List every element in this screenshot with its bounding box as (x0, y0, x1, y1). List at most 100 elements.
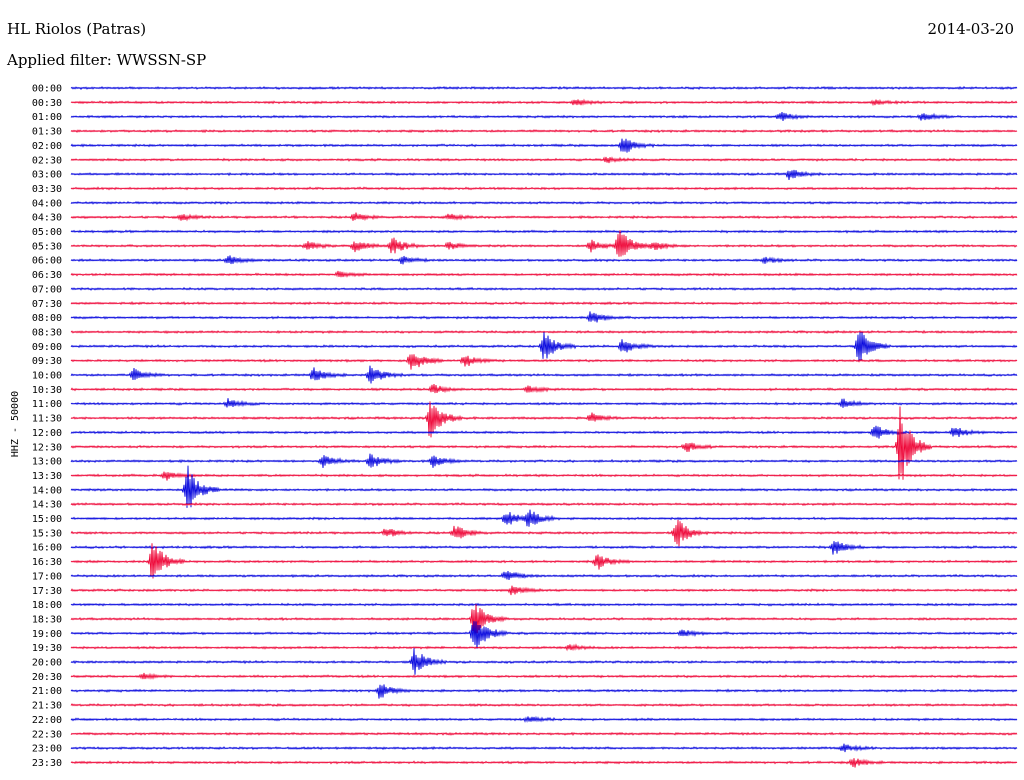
trace-group (70, 85, 1018, 768)
trace-line (70, 138, 1018, 153)
row-label: 10:30 (32, 385, 62, 396)
trace-line (70, 684, 1018, 699)
trace-line (70, 401, 1018, 438)
row-label: 04:30 (32, 213, 62, 224)
trace-line (70, 621, 1018, 649)
row-label: 23:00 (32, 744, 62, 755)
row-label: 20:30 (32, 672, 62, 683)
row-label: 12:00 (32, 428, 62, 439)
trace-line (70, 186, 1018, 191)
row-label: 23:30 (32, 758, 62, 769)
row-label: 15:00 (32, 514, 62, 525)
trace-line (70, 543, 1018, 579)
row-label: 05:30 (32, 241, 62, 252)
trace-line (70, 501, 1018, 507)
row-label: 03:00 (32, 170, 62, 181)
row-label: 08:00 (32, 313, 62, 324)
trace-line (70, 229, 1018, 234)
row-label: 14:30 (32, 500, 62, 511)
trace-line (70, 128, 1018, 134)
trace-line (70, 311, 1018, 323)
trace-line (70, 672, 1018, 680)
trace-line (70, 643, 1018, 652)
row-label: 06:30 (32, 270, 62, 281)
row-label: 22:00 (32, 715, 62, 726)
row-label: 18:00 (32, 600, 62, 611)
row-label: 15:30 (32, 528, 62, 539)
trace-line (70, 743, 1018, 753)
row-label: 18:30 (32, 614, 62, 625)
trace-line (70, 425, 1018, 439)
trace-line (70, 585, 1018, 596)
trace-line (70, 98, 1018, 107)
row-label: 04:00 (32, 198, 62, 209)
row-label: 06:00 (32, 256, 62, 267)
trace-line (70, 354, 1018, 370)
trace-line (70, 648, 1018, 675)
trace-line (70, 571, 1018, 581)
row-label-group: 00:00 00:30 01:00 01:30 02:00 02:30 03:00 03:30… (32, 84, 62, 769)
trace-line (70, 212, 1018, 222)
trace-line (70, 156, 1018, 164)
trace-line (70, 465, 1018, 508)
trace-line (70, 332, 1018, 362)
row-label: 10:00 (32, 371, 62, 382)
trace-line (70, 758, 1018, 768)
row-label: 00:00 (32, 84, 62, 95)
record-date: 2014-03-20 (927, 20, 1014, 38)
row-label: 16:00 (32, 543, 62, 554)
row-label: 07:30 (32, 299, 62, 310)
row-label: 01:30 (32, 127, 62, 138)
row-label: 20:00 (32, 658, 62, 669)
row-label: 21:00 (32, 686, 62, 697)
row-label: 02:00 (32, 141, 62, 152)
row-label: 13:30 (32, 471, 62, 482)
row-label: 17:30 (32, 586, 62, 597)
row-label: 11:30 (32, 414, 62, 425)
filter-label: Applied filter: (7, 51, 112, 69)
channel-label: HHZ - 50000 (10, 391, 21, 457)
row-label: 11:00 (32, 399, 62, 410)
row-label: 19:00 (32, 629, 62, 640)
row-label: 00:30 (32, 98, 62, 109)
trace-line (70, 731, 1018, 736)
trace-line (70, 286, 1018, 291)
row-label: 01:00 (32, 112, 62, 123)
trace-line (70, 602, 1018, 607)
trace-line (70, 604, 1018, 635)
trace-line (70, 85, 1018, 91)
row-label: 12:30 (32, 442, 62, 453)
trace-line (70, 365, 1018, 384)
trace-line (70, 715, 1018, 723)
trace-line (70, 169, 1018, 180)
trace-line (70, 270, 1018, 278)
trace-line (70, 230, 1018, 257)
trace-line (70, 200, 1018, 205)
trace-line (70, 301, 1018, 306)
trace-line (70, 398, 1018, 408)
row-label: 21:30 (32, 701, 62, 712)
filter-value: WWSSN-SP (116, 51, 207, 69)
trace-line (70, 702, 1018, 708)
row-label: 05:00 (32, 227, 62, 238)
row-label: 09:30 (32, 356, 62, 367)
trace-line (70, 255, 1018, 265)
trace-line (70, 329, 1018, 335)
trace-line (70, 509, 1018, 527)
trace-line (70, 471, 1018, 481)
row-label: 13:00 (32, 457, 62, 468)
row-label: 22:30 (32, 729, 62, 740)
filter-line: Applied filter: WWSSN-SP (7, 51, 206, 69)
trace-line (70, 453, 1018, 469)
trace-line (70, 519, 1018, 547)
row-label: 03:30 (32, 184, 62, 195)
row-label: 14:00 (32, 485, 62, 496)
trace-line (70, 111, 1018, 121)
trace-line (70, 384, 1018, 394)
row-label: 17:00 (32, 571, 62, 582)
row-label: 08:30 (32, 327, 62, 338)
trace-line (70, 541, 1018, 555)
station-title: HL Riolos (Patras) (7, 20, 147, 38)
row-label: 09:00 (32, 342, 62, 353)
